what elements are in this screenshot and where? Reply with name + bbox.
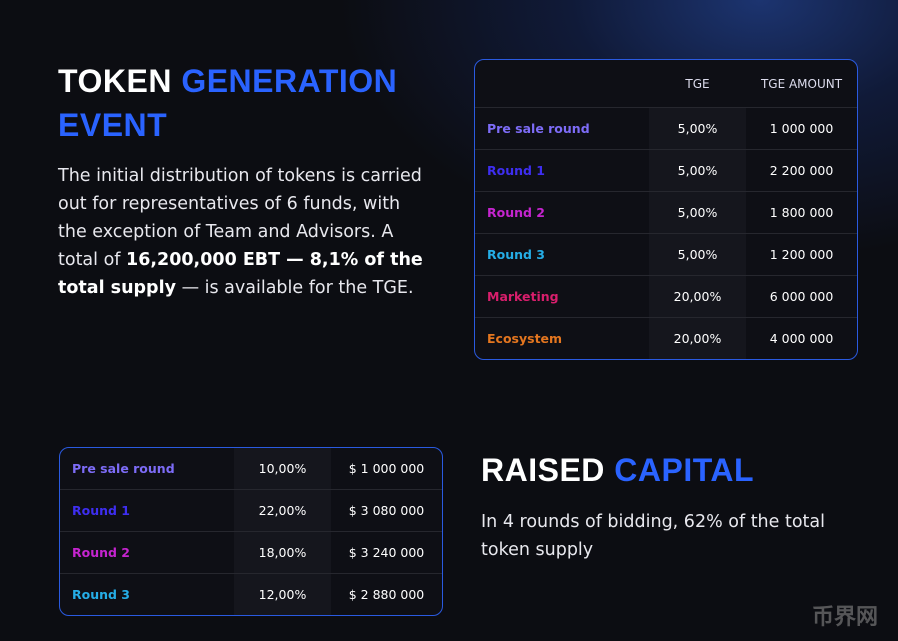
cell: $ 3 240 000 (348, 545, 425, 560)
bold-text: 16,200,000 EBT — 8,1% of the total suppl… (58, 250, 423, 298)
header-row: TGE TGE AMOUNT (475, 60, 857, 107)
text: The initial distribution of tokens is ca… (58, 166, 422, 270)
tge-paragraph: The initial distribution of tokens is ca… (58, 162, 430, 302)
table-row: Round 3 12,00% $ 2 880 000 (60, 573, 442, 615)
tge-table: TGE TGE AMOUNT Pre sale round 5,00% 1 000 00… (474, 59, 858, 360)
cell: 12,00% (234, 574, 331, 615)
row-label: Pre sale round (72, 461, 175, 476)
cell: 4 000 000 (769, 331, 834, 346)
watermark: 币界网 (811, 605, 878, 630)
table-row: Pre sale round 10,00% $ 1 000 000 (60, 448, 442, 489)
raised-paragraph: In 4 rounds of bidding, 62% of the total… (481, 512, 825, 560)
table-row: Pre sale round 5,00% 1 000 000 (475, 107, 857, 149)
cell: 5,00% (649, 108, 746, 149)
title-highlight: GENERATION EVENT (58, 63, 398, 143)
cell: $ 2 880 000 (348, 587, 425, 602)
text: — is available for the TGE. (181, 278, 414, 298)
tge-title: TOKEN GENERATION EVENT (58, 59, 418, 147)
table-row: Ecosystem 20,00% 4 000 000 (475, 317, 857, 359)
row-label: Round 1 (72, 503, 131, 518)
header-cell: TGE (685, 76, 710, 91)
cell: 1 000 000 (769, 121, 834, 136)
cell: 5,00% (649, 150, 746, 191)
cell: $ 3 080 000 (348, 503, 425, 518)
table-row: Marketing 20,00% 6 000 000 (475, 275, 857, 317)
row-label: Round 3 (72, 587, 131, 602)
row-label: Round 2 (72, 545, 131, 560)
cell: 6 000 000 (769, 289, 834, 304)
title-highlight: CAPITAL (614, 452, 755, 488)
row-label: Round 3 (487, 247, 546, 262)
cell: 1 800 000 (769, 205, 834, 220)
cell: 5,00% (649, 192, 746, 233)
table-row: Round 1 5,00% 2 200 000 (475, 149, 857, 191)
title-word: TOKEN (58, 63, 172, 99)
table-row: Round 1 22,00% $ 3 080 000 (60, 489, 442, 531)
cell: 18,00% (234, 532, 331, 573)
cell: 5,00% (649, 234, 746, 275)
raised-table: Pre sale round 10,00% $ 1 000 000 Round 1 22… (59, 447, 443, 616)
row-label: Pre sale round (487, 121, 590, 136)
cell: 20,00% (649, 318, 746, 359)
cell: 2 200 000 (769, 163, 834, 178)
title-word: RAISED (481, 452, 605, 488)
cell: 20,00% (649, 276, 746, 317)
cell: 10,00% (234, 448, 331, 489)
raised-title: RAISED CAPITAL (481, 448, 861, 492)
row-label: Marketing (487, 289, 559, 304)
table-row: Round 2 5,00% 1 800 000 (475, 191, 857, 233)
header-cell: TGE AMOUNT (760, 76, 843, 91)
table-row: Round 2 18,00% $ 3 240 000 (60, 531, 442, 573)
row-label: Round 1 (487, 163, 546, 178)
row-label: Ecosystem (487, 331, 563, 346)
cell: 22,00% (234, 490, 331, 531)
row-label: Round 2 (487, 205, 546, 220)
cell: 1 200 000 (769, 247, 834, 262)
cell: $ 1 000 000 (348, 461, 425, 476)
table-row: Round 3 5,00% 1 200 000 (475, 233, 857, 275)
